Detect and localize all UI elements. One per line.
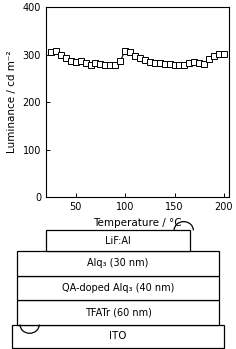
Bar: [17, 251, 219, 276]
Bar: [46, 230, 190, 251]
Text: Alq₃ (30 nm): Alq₃ (30 nm): [87, 259, 149, 268]
Bar: [17, 300, 219, 325]
X-axis label: Temperature / °C: Temperature / °C: [93, 218, 182, 228]
Bar: [17, 276, 219, 300]
Text: ITO: ITO: [109, 331, 127, 341]
Text: TFATr (60 nm): TFATr (60 nm): [84, 307, 152, 317]
Text: LiF:Al: LiF:Al: [105, 236, 131, 246]
Y-axis label: Luminance / cd m⁻²: Luminance / cd m⁻²: [7, 51, 17, 153]
Text: QA-doped Alq₃ (40 nm): QA-doped Alq₃ (40 nm): [62, 283, 174, 293]
Bar: [12, 325, 224, 348]
